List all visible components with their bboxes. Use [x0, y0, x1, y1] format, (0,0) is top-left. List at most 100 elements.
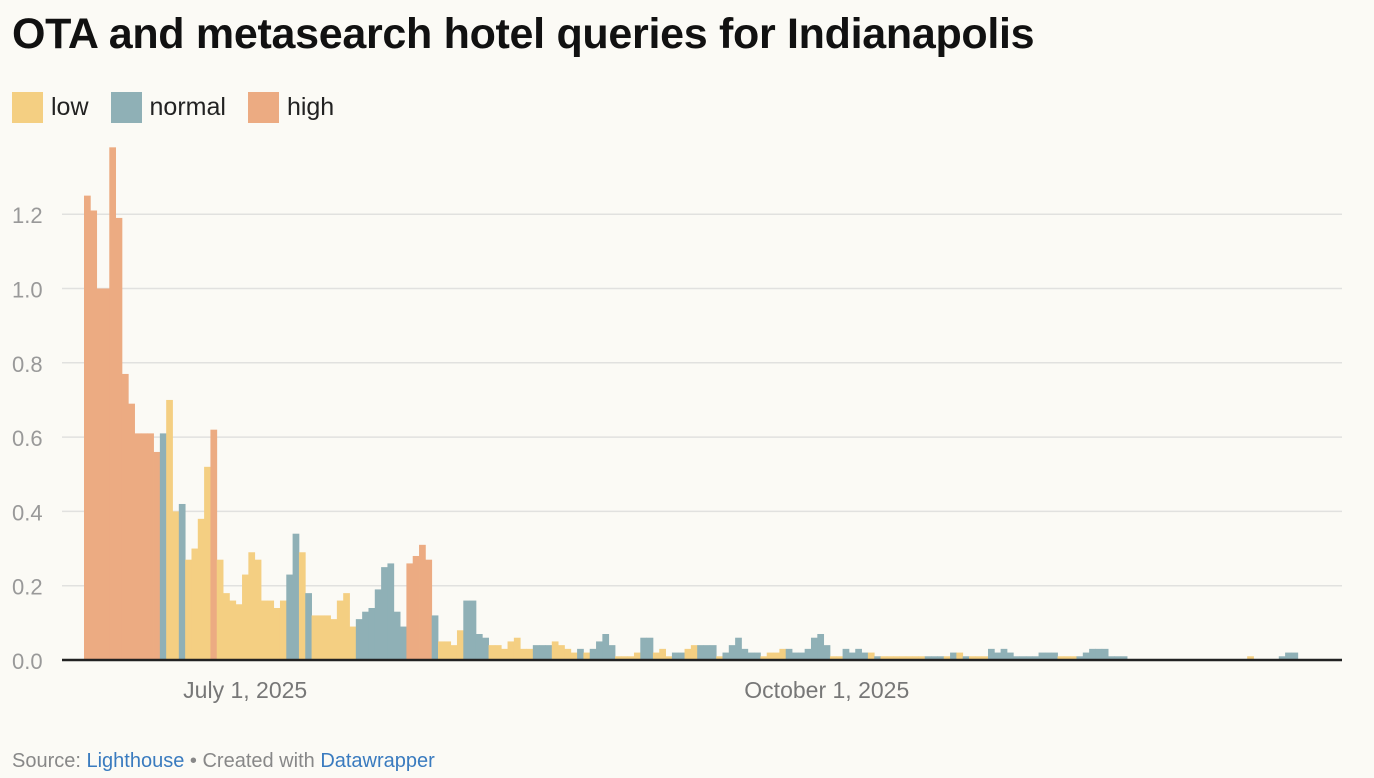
footer-separator: • Created with — [184, 750, 321, 772]
bar-low — [760, 656, 768, 660]
bar-normal — [804, 648, 812, 660]
footer: Source: Lighthouse • Created with Datawr… — [12, 750, 435, 773]
bar-normal — [469, 600, 477, 660]
y-tick-label: 0.8 — [12, 352, 43, 377]
bar-high — [128, 403, 135, 660]
bar-normal — [463, 600, 471, 660]
bar-normal — [817, 634, 825, 660]
bar-low — [456, 630, 464, 660]
bar-normal — [1044, 652, 1052, 660]
bar-normal — [874, 656, 881, 660]
bar-normal — [1038, 652, 1046, 660]
bar-low — [494, 645, 502, 660]
bar-normal — [1019, 656, 1027, 660]
legend: low normal high — [12, 90, 356, 124]
bar-high — [419, 544, 426, 660]
bar-normal — [747, 652, 755, 660]
bar-normal — [1013, 656, 1020, 660]
bar-low — [905, 656, 913, 660]
bar-low — [570, 652, 578, 660]
bar-high — [109, 147, 117, 660]
bar-normal — [374, 589, 382, 660]
bar-normal — [305, 593, 312, 660]
bar-low — [191, 548, 199, 660]
bar-low — [975, 656, 983, 660]
bar-low — [969, 656, 976, 660]
bar-normal — [1000, 648, 1008, 660]
bar-normal — [381, 567, 388, 661]
bar-low — [330, 619, 338, 660]
bar-normal — [1032, 656, 1039, 660]
bar-normal — [602, 634, 610, 660]
bar-normal — [368, 607, 376, 660]
legend-label-normal: normal — [149, 92, 226, 121]
bar-normal — [924, 656, 932, 660]
bar-normal — [709, 645, 717, 660]
bar-low — [185, 559, 192, 660]
bar-low — [242, 574, 249, 660]
bar-low — [766, 652, 774, 660]
bar-low — [349, 626, 357, 660]
bar-low — [204, 466, 211, 660]
legend-label-high: high — [286, 92, 335, 121]
bar-low — [621, 656, 629, 660]
bar-normal — [532, 645, 540, 660]
bar-normal — [1025, 656, 1033, 660]
bar-low — [684, 648, 692, 660]
bar-high — [96, 288, 104, 660]
bar-low — [1247, 656, 1254, 660]
bar-normal — [931, 656, 938, 660]
bar-normal — [1285, 652, 1292, 660]
bar-low — [880, 656, 888, 660]
bar-normal — [1082, 652, 1090, 660]
x-tick-label: October 1, 2025 — [744, 677, 909, 703]
bar-normal — [1101, 648, 1109, 660]
bar-low — [254, 559, 262, 660]
source-link[interactable]: Lighthouse — [86, 750, 185, 772]
y-tick-label: 0.4 — [12, 500, 43, 525]
chart-title: OTA and metasearch hotel queries for Ind… — [12, 10, 1035, 58]
bar-low — [298, 552, 306, 660]
bar-normal — [589, 648, 597, 660]
bar-normal — [792, 652, 799, 660]
legend-swatch-high — [247, 91, 279, 123]
bar-low — [501, 648, 508, 660]
bar-low — [450, 645, 458, 660]
bar-low — [716, 656, 723, 660]
bar-low — [627, 656, 635, 660]
bar-normal — [482, 637, 489, 660]
bar-normal — [848, 652, 856, 660]
bar-low — [918, 656, 926, 660]
bar-low — [893, 656, 900, 660]
y-tick-label: 1.0 — [12, 278, 43, 303]
legend-label-low: low — [51, 92, 89, 121]
datawrapper-link[interactable]: Datawrapper — [320, 750, 435, 772]
bar-normal — [400, 626, 407, 660]
bar-high — [115, 217, 123, 661]
bar-high — [134, 433, 142, 660]
bar-low — [583, 652, 591, 660]
bar-low — [216, 559, 224, 660]
legend-item-low: low — [12, 91, 89, 123]
bar-normal — [987, 648, 995, 660]
y-tick-label: 0.6 — [12, 426, 43, 451]
bar-low — [488, 645, 496, 660]
bar-low — [551, 641, 559, 660]
bar-normal — [703, 645, 711, 660]
bar-low — [336, 600, 344, 660]
bar-normal — [286, 574, 294, 660]
bar-low — [665, 656, 673, 660]
bar-normal — [1095, 648, 1103, 660]
bar-normal — [754, 652, 761, 660]
bar-low — [1063, 656, 1071, 660]
bar-normal — [735, 637, 742, 660]
bar-low — [438, 641, 445, 660]
bar-high — [121, 373, 129, 660]
bar-low — [223, 593, 230, 660]
bar-normal — [810, 637, 818, 660]
bar-normal — [1108, 656, 1115, 660]
bar-low — [520, 648, 527, 660]
bar-low — [343, 593, 350, 660]
bar-normal — [994, 652, 1002, 660]
bar-high — [102, 288, 110, 660]
